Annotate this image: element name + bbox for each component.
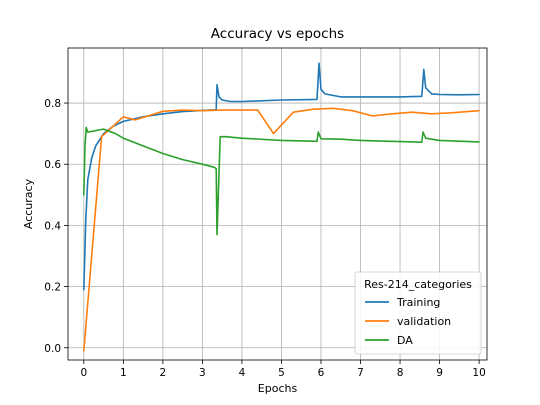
- legend-label: DA: [397, 334, 413, 347]
- y-tick-label: 0.6: [44, 159, 61, 171]
- x-tick-label: 1: [120, 367, 127, 379]
- x-tick-label: 9: [436, 367, 443, 379]
- y-tick-label: 0.4: [44, 220, 61, 232]
- axis-ticks: 0 1 2 3 4 5 6 7 8 9 10 0.0 0.2 0.4 0.6 0.8: [44, 98, 485, 379]
- y-tick-label: 0.2: [44, 282, 61, 294]
- legend-label: Training: [396, 296, 440, 309]
- plot-frame: [67, 47, 488, 361]
- legend-label: validation: [397, 315, 451, 328]
- legend-title: Res-214_categories: [364, 278, 472, 291]
- y-tick-label: 0.8: [44, 98, 61, 110]
- x-tick-label: 2: [160, 367, 167, 379]
- y-axis-label: Accuracy: [22, 178, 35, 229]
- x-tick-label: 0: [80, 367, 87, 379]
- x-axis-label: Epochs: [258, 382, 298, 395]
- x-tick-label: 10: [472, 367, 485, 379]
- series-line-validation: [83, 107, 480, 352]
- y-tick-label: 0.0: [44, 343, 61, 355]
- series-line-da: [83, 126, 480, 236]
- x-tick-label: 4: [239, 367, 246, 379]
- legend-box: [354, 271, 482, 355]
- legend-entries: Training validation DA: [365, 296, 451, 347]
- x-tick-label: 8: [397, 367, 404, 379]
- x-tick-label: 6: [318, 367, 325, 379]
- series-lines: [83, 62, 480, 352]
- x-tick-label: 5: [278, 367, 285, 379]
- chart-title: Accuracy vs epochs: [211, 26, 344, 42]
- legend: Res-214_categories Training validation DA: [354, 271, 482, 355]
- x-tick-label: 3: [199, 367, 206, 379]
- x-tick-label: 7: [357, 367, 364, 379]
